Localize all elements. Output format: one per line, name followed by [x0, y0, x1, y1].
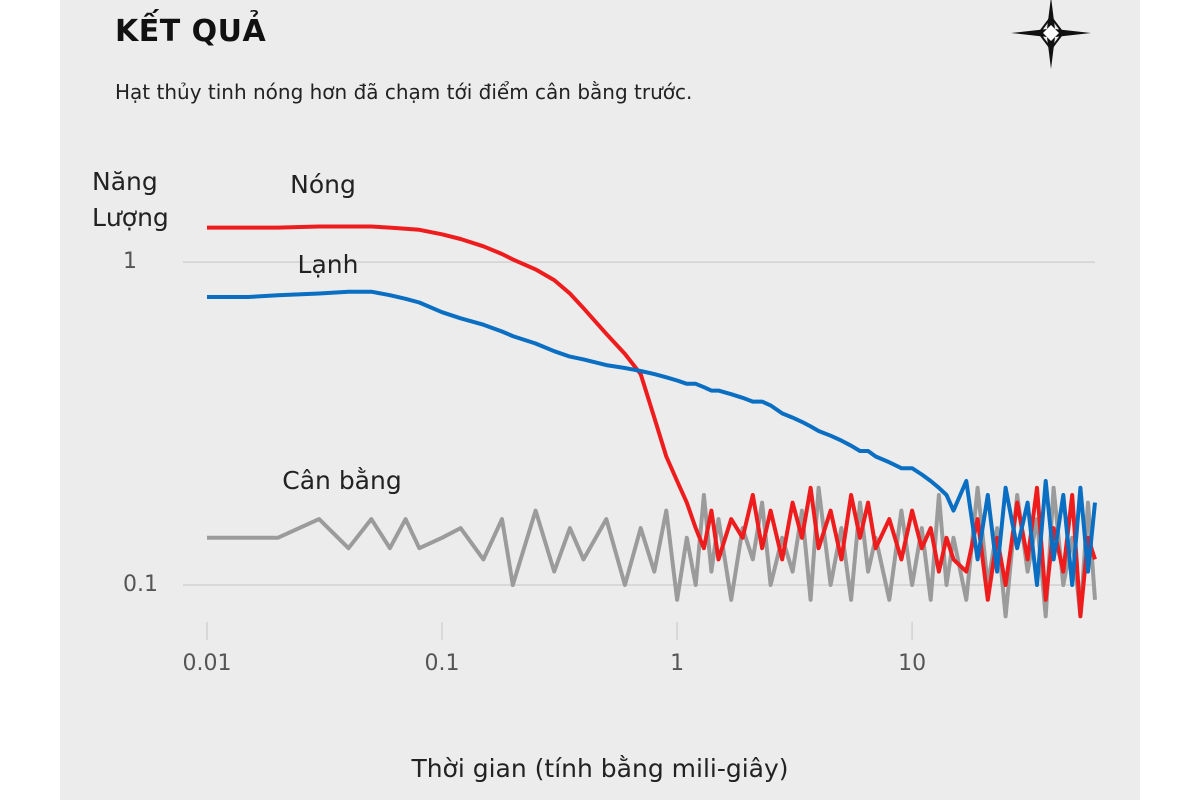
panel [60, 0, 1140, 800]
y-axis-label: Năng Lượng [92, 167, 169, 232]
series-label: Nóng [290, 170, 356, 199]
x-tick-label: 10 [898, 651, 926, 676]
chart-title: KẾT QUẢ [115, 14, 267, 49]
y-tick-label: 1 [123, 249, 137, 274]
chart-subtitle: Hạt thủy tinh nóng hơn đã chạm tới điểm … [115, 80, 693, 104]
data-line [207, 485, 1097, 619]
x-tick-label: 0.1 [425, 651, 460, 676]
data-line [207, 289, 1097, 587]
x-tick-label: 0.01 [183, 651, 232, 676]
x-axis-label: Thời gian (tính bằng mili-giây) [410, 754, 788, 783]
series-label: Lạnh [298, 250, 359, 279]
y-tick-label: 0.1 [123, 572, 158, 597]
series-label: Cân bằng [282, 466, 401, 495]
x-tick-label: 1 [670, 651, 684, 676]
compass-icon [1011, 0, 1091, 69]
